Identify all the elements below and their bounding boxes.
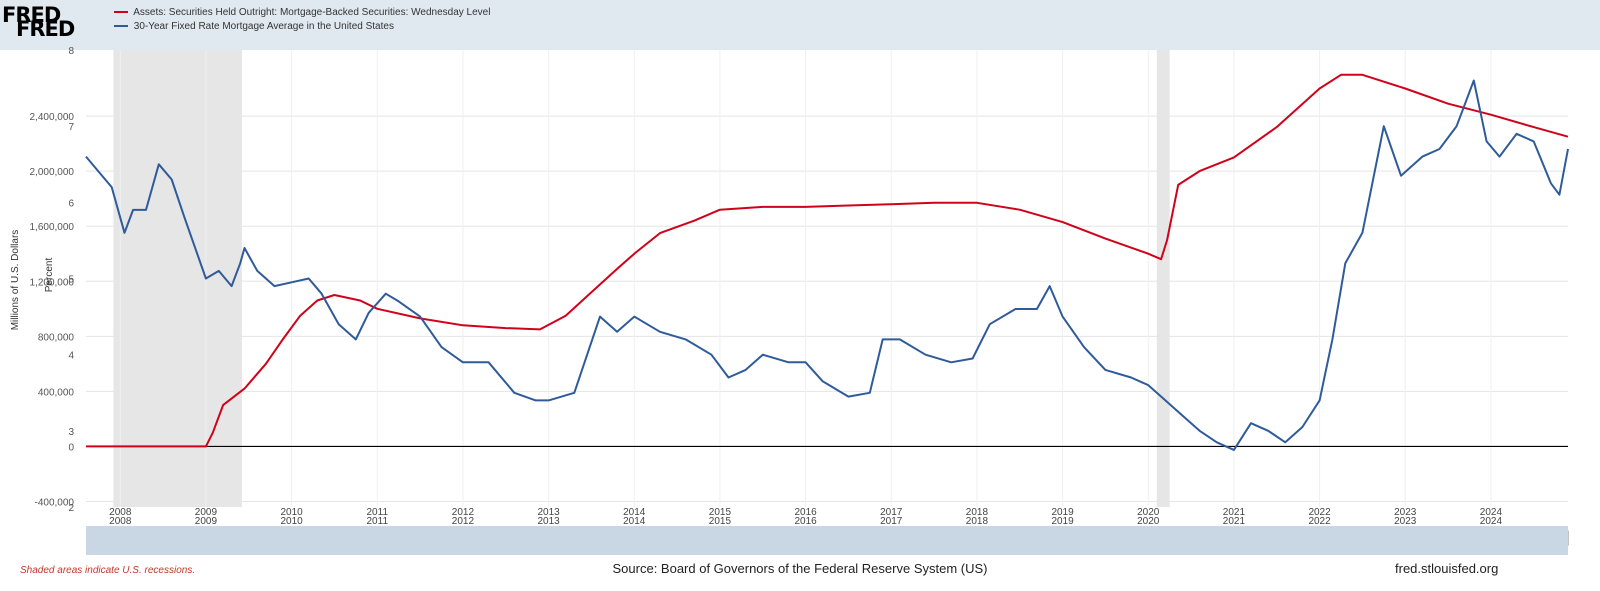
x-tick-label-secondary: 2018 bbox=[966, 516, 989, 527]
y-right-tick-label: 4 bbox=[68, 351, 74, 362]
y-left-tick-label: 400,000 bbox=[38, 387, 75, 398]
y-right-tick-label: 5 bbox=[68, 275, 74, 286]
y-left-tick-label: 2,400,000 bbox=[30, 112, 75, 123]
recession-band-1 bbox=[1156, 50, 1170, 507]
x-tick-label-secondary: 2017 bbox=[880, 516, 903, 527]
range-navigator[interactable] bbox=[86, 526, 1568, 555]
y-right-tick-label: 8 bbox=[68, 46, 74, 57]
x-tick-label: 2009 bbox=[195, 507, 218, 518]
legend-label-mbs: Assets: Securities Held Outright: Mortga… bbox=[133, 7, 491, 18]
y-right-tick-label: 3 bbox=[68, 427, 74, 438]
x-tick-label: 2015 bbox=[709, 507, 732, 518]
x-tick-label: 2021 bbox=[1223, 507, 1246, 518]
x-tick-label-secondary: 2013 bbox=[537, 516, 560, 527]
x-tick-label: 2024 bbox=[1480, 507, 1503, 518]
y-right-tick-label: 2 bbox=[68, 503, 74, 514]
x-tick-label: 2022 bbox=[1308, 507, 1331, 518]
x-tick-label-secondary: 2010 bbox=[280, 516, 303, 527]
x-tick-label-secondary: 2014 bbox=[623, 516, 646, 527]
x-tick-label: 2020 bbox=[1137, 507, 1160, 518]
series-line-1 bbox=[85, 79, 1569, 451]
recession-band-0 bbox=[113, 50, 242, 507]
x-tick-label-secondary: 2012 bbox=[452, 516, 475, 527]
x-tick-label: 2011 bbox=[367, 507, 389, 518]
x-tick-label: 2019 bbox=[1051, 507, 1074, 518]
y-left-tick-label: 800,000 bbox=[38, 332, 75, 343]
x-tick-label-secondary: 2022 bbox=[1308, 516, 1331, 527]
x-tick-label-secondary: 2021 bbox=[1223, 516, 1246, 527]
x-tick-label-secondary: 2011 bbox=[367, 516, 389, 527]
y-left-tick-label: -400,000 bbox=[35, 497, 75, 508]
y-left-tick-label: 2,000,000 bbox=[30, 167, 75, 178]
legend-item-mortgage-rate[interactable]: 30-Year Fixed Rate Mortgage Average in t… bbox=[114, 21, 394, 32]
x-tick-label-secondary: 2024 bbox=[1480, 516, 1503, 527]
x-tick-label-secondary: 2016 bbox=[794, 516, 817, 527]
source-note: Source: Board of Governors of the Federa… bbox=[612, 561, 988, 576]
legend-label-mortgage-rate: 30-Year Fixed Rate Mortgage Average in t… bbox=[133, 21, 394, 32]
y-right-tick-label: 6 bbox=[68, 198, 74, 209]
x-tick-label-secondary: 2019 bbox=[1051, 516, 1074, 527]
x-tick-label: 2014 bbox=[623, 507, 646, 518]
y-left-tick-label: 1,200,000 bbox=[30, 277, 75, 288]
x-tick-label: 2010 bbox=[280, 507, 303, 518]
x-tick-label: 2023 bbox=[1394, 507, 1417, 518]
x-tick-label-secondary: 2020 bbox=[1137, 516, 1160, 527]
x-tick-label: 2012 bbox=[452, 507, 475, 518]
fred-logo[interactable]: FRED bbox=[2, 3, 61, 27]
x-tick-label: 2018 bbox=[966, 507, 989, 518]
legend-item-mbs[interactable]: Assets: Securities Held Outright: Mortga… bbox=[114, 7, 490, 18]
legend-swatch-blue bbox=[114, 25, 128, 28]
x-tick-label-secondary: 2009 bbox=[195, 516, 218, 527]
y-axis-title-left: Millions of U.S. Dollars bbox=[10, 230, 21, 331]
y-right-tick-label: 7 bbox=[68, 122, 74, 133]
x-tick-label-secondary: 2023 bbox=[1394, 516, 1417, 527]
legend-swatch-red bbox=[114, 11, 128, 14]
x-tick-label: 2016 bbox=[794, 507, 817, 518]
y-left-tick-label: 0 bbox=[68, 442, 74, 453]
y-axis-title-right: Percent bbox=[44, 258, 55, 293]
fred-logo-secondary: FRED bbox=[16, 17, 75, 41]
x-tick-label: 2017 bbox=[880, 507, 903, 518]
x-tick-label-secondary: 2015 bbox=[709, 516, 732, 527]
recession-note: Shaded areas indicate U.S. recessions. bbox=[20, 565, 196, 576]
website-link[interactable]: fred.stlouisfed.org bbox=[1395, 561, 1499, 576]
y-left-tick-label: 1,600,000 bbox=[30, 222, 75, 233]
x-tick-label: 2013 bbox=[537, 507, 560, 518]
x-tick-label-secondary: 2008 bbox=[109, 516, 132, 527]
series-line-0 bbox=[86, 73, 1569, 448]
chart-header bbox=[0, 0, 1600, 50]
x-tick-label: 2008 bbox=[109, 507, 132, 518]
